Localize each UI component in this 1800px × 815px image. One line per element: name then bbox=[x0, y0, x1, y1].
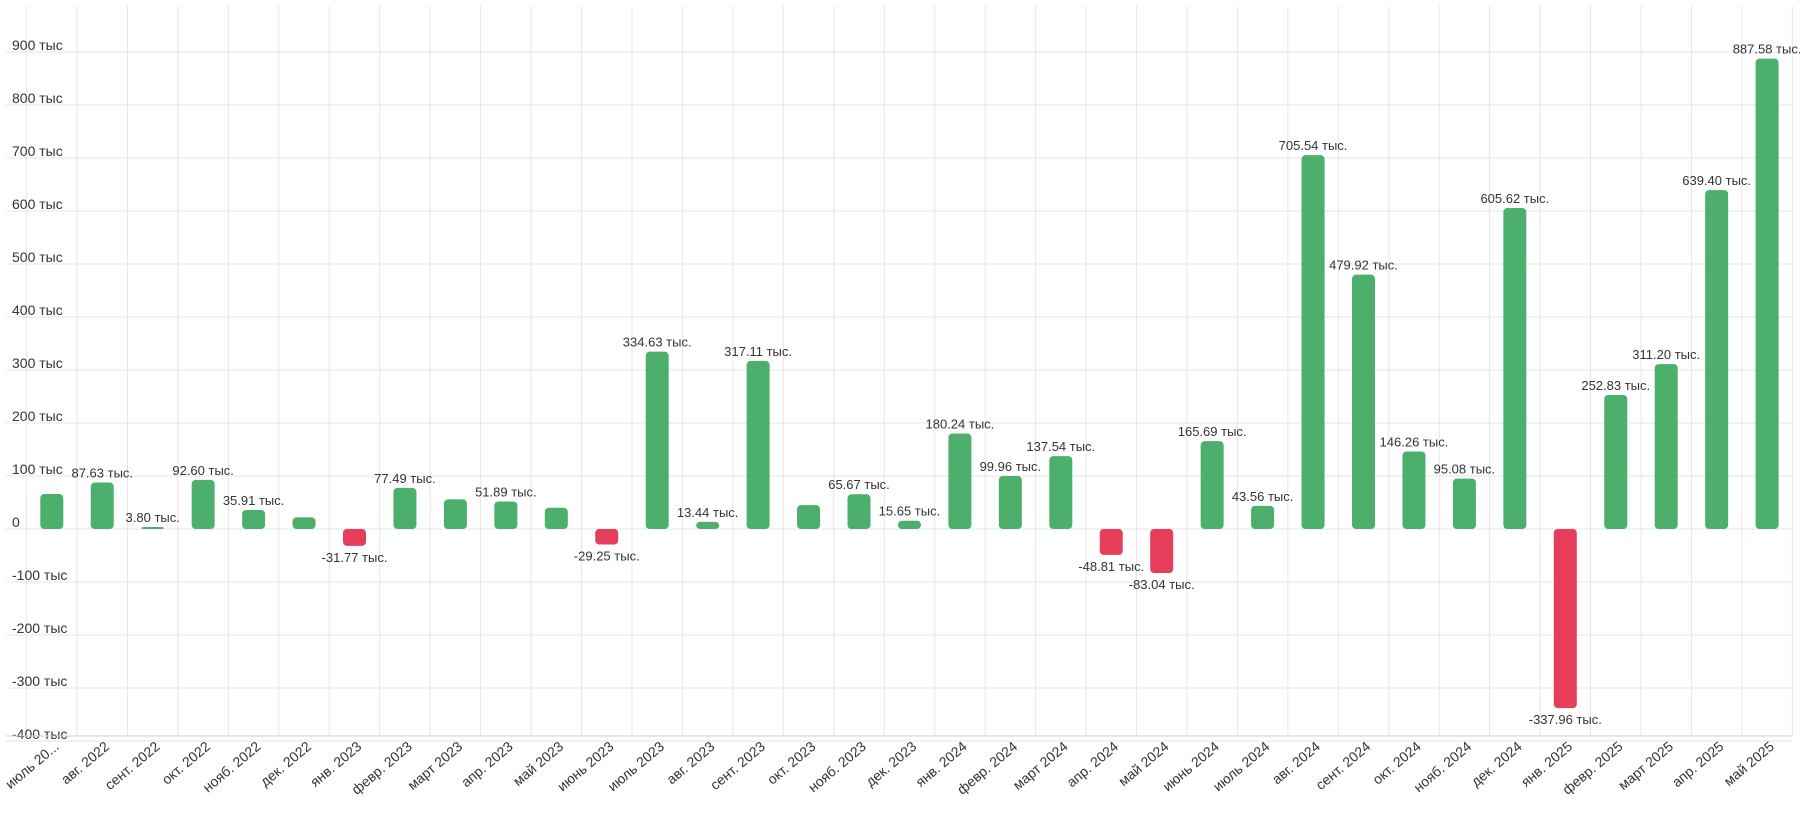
data-label: 87.63 тыс. bbox=[71, 466, 133, 481]
bar bbox=[1654, 364, 1678, 529]
y-tick-label: 300 тыс bbox=[12, 355, 63, 371]
data-label: 252.83 тыс. bbox=[1581, 378, 1650, 393]
data-label: 311.20 тыс. bbox=[1632, 347, 1700, 362]
data-label: 65.67 тыс. bbox=[828, 477, 890, 492]
bar bbox=[1301, 155, 1325, 530]
x-tick-label: март 2025 bbox=[1615, 738, 1676, 793]
x-tick-label: дек. 2022 bbox=[257, 738, 314, 790]
bar bbox=[343, 529, 366, 546]
bar bbox=[1251, 505, 1275, 529]
data-label: -29.25 тыс. bbox=[574, 549, 640, 564]
bar bbox=[1402, 451, 1426, 529]
y-tick-label: 800 тыс bbox=[12, 90, 63, 106]
data-label: 479.92 тыс. bbox=[1329, 258, 1398, 273]
y-tick-label: 400 тыс bbox=[12, 302, 63, 318]
bar bbox=[1099, 529, 1123, 555]
bar bbox=[292, 517, 316, 529]
bar bbox=[998, 476, 1022, 529]
x-tick-label: дек. 2024 bbox=[1468, 738, 1525, 790]
bar bbox=[746, 360, 770, 529]
x-tick-label: сент. 2022 bbox=[102, 738, 163, 793]
bar bbox=[242, 509, 266, 529]
data-label: 180.24 тыс. bbox=[926, 416, 995, 431]
bar bbox=[595, 529, 619, 545]
x-tick-label: дек. 2023 bbox=[862, 738, 919, 790]
x-tick-label: сент. 2024 bbox=[1312, 738, 1373, 793]
bar bbox=[1755, 58, 1779, 529]
data-label: 35.91 тыс. bbox=[223, 493, 285, 508]
data-label: 95.08 тыс. bbox=[1434, 462, 1496, 477]
y-tick-label: 0 bbox=[12, 514, 20, 530]
bar bbox=[1452, 478, 1476, 529]
y-tick-label: -400 тыс bbox=[12, 726, 67, 742]
data-label: 13.44 тыс. bbox=[677, 505, 739, 520]
bar bbox=[645, 351, 669, 529]
data-label: 165.69 тыс. bbox=[1178, 424, 1247, 439]
data-label: 99.96 тыс. bbox=[980, 459, 1042, 474]
bar bbox=[1503, 208, 1527, 529]
bar bbox=[191, 479, 215, 529]
y-tick-label: 900 тыс bbox=[12, 37, 63, 53]
x-tick-label: сент. 2023 bbox=[707, 738, 768, 793]
bar bbox=[443, 499, 467, 529]
bar bbox=[948, 433, 972, 529]
data-label: 77.49 тыс. bbox=[374, 471, 436, 486]
data-label: -83.04 тыс. bbox=[1129, 577, 1195, 592]
bar bbox=[393, 487, 417, 529]
bar bbox=[40, 494, 64, 529]
data-label: 605.62 тыс. bbox=[1480, 191, 1549, 206]
x-tick-label: март 2023 bbox=[404, 738, 465, 793]
bar bbox=[1352, 274, 1375, 529]
bar bbox=[1604, 395, 1628, 529]
x-tick-label: май 2025 bbox=[1721, 738, 1778, 789]
bar bbox=[1150, 529, 1174, 574]
y-tick-label: -100 тыс bbox=[12, 567, 67, 583]
bar bbox=[544, 507, 568, 529]
data-label: 887.58 тыс. bbox=[1733, 42, 1800, 57]
data-label: 92.60 тыс. bbox=[172, 463, 234, 478]
bar bbox=[797, 505, 821, 529]
bar bbox=[847, 494, 871, 529]
x-tick-label: март 2024 bbox=[1010, 738, 1071, 793]
bar bbox=[494, 501, 518, 529]
data-label: 146.26 тыс. bbox=[1380, 434, 1449, 449]
y-tick-label: 200 тыс bbox=[12, 408, 63, 424]
y-tick-label: 600 тыс bbox=[12, 196, 63, 212]
bar bbox=[1705, 190, 1729, 530]
bar bbox=[1553, 529, 1577, 709]
data-label: -31.77 тыс. bbox=[322, 550, 388, 565]
x-tick-label: апр. 2023 bbox=[458, 738, 516, 790]
data-label: 137.54 тыс. bbox=[1026, 439, 1095, 454]
x-tick-label: июль 20... bbox=[2, 738, 62, 792]
data-label: 334.63 тыс. bbox=[623, 335, 692, 350]
bar bbox=[90, 482, 114, 529]
x-tick-label: апр. 2024 bbox=[1063, 738, 1121, 790]
y-tick-label: 500 тыс bbox=[12, 249, 63, 265]
data-label: 15.65 тыс. bbox=[879, 504, 941, 519]
bar bbox=[1200, 441, 1224, 529]
x-tick-label: июль 2024 bbox=[1210, 738, 1273, 794]
data-label: 317.11 тыс. bbox=[724, 344, 792, 359]
data-label: 3.80 тыс. bbox=[126, 510, 180, 525]
data-label: 705.54 тыс. bbox=[1279, 138, 1348, 153]
data-label: 43.56 тыс. bbox=[1232, 489, 1294, 504]
data-label: -48.81 тыс. bbox=[1078, 559, 1144, 574]
y-tick-label: 100 тыс bbox=[12, 461, 63, 477]
bar bbox=[696, 521, 720, 529]
bar bbox=[141, 526, 165, 529]
data-label: -337.96 тыс. bbox=[1529, 712, 1602, 727]
bar bbox=[1049, 456, 1073, 529]
data-label: 639.40 тыс. bbox=[1682, 173, 1751, 188]
x-tick-label: апр. 2025 bbox=[1669, 738, 1727, 790]
x-tick-label: июль 2023 bbox=[604, 738, 667, 794]
bar bbox=[897, 520, 921, 529]
data-label: 51.89 тыс. bbox=[475, 484, 537, 499]
y-tick-label: -300 тыс bbox=[12, 673, 67, 689]
y-tick-label: -200 тыс bbox=[12, 620, 67, 636]
y-tick-label: 700 тыс bbox=[12, 143, 63, 159]
